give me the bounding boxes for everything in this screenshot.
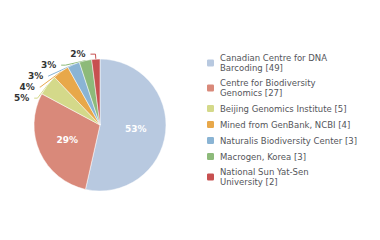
svg-text:Macrogen, Korea [3]: Macrogen, Korea [3] <box>220 152 306 162</box>
svg-text:4%: 4% <box>19 82 34 92</box>
svg-text:National Sun Yat-Sen: National Sun Yat-Sen <box>220 167 309 177</box>
svg-text:29%: 29% <box>56 135 78 145</box>
svg-text:Mined from GenBank, NCBI [4]: Mined from GenBank, NCBI [4] <box>220 120 350 130</box>
svg-text:53%: 53% <box>125 124 147 134</box>
svg-text:Centre for Biodiversity: Centre for Biodiversity <box>220 78 316 88</box>
svg-text:Beijing Genomics Institute [5]: Beijing Genomics Institute [5] <box>220 104 347 114</box>
svg-text:Genomics [27]: Genomics [27] <box>220 88 282 98</box>
svg-text:2%: 2% <box>70 49 85 59</box>
svg-text:University [2]: University [2] <box>220 177 278 187</box>
svg-text:Barcoding [49]: Barcoding [49] <box>220 63 283 73</box>
svg-text:5%: 5% <box>14 93 29 103</box>
svg-text:Canadian Centre for DNA: Canadian Centre for DNA <box>220 53 327 63</box>
svg-text:3%: 3% <box>41 60 56 70</box>
svg-text:Naturalis Biodiversity Center: Naturalis Biodiversity Center [3] <box>220 136 357 146</box>
svg-text:3%: 3% <box>28 71 43 81</box>
